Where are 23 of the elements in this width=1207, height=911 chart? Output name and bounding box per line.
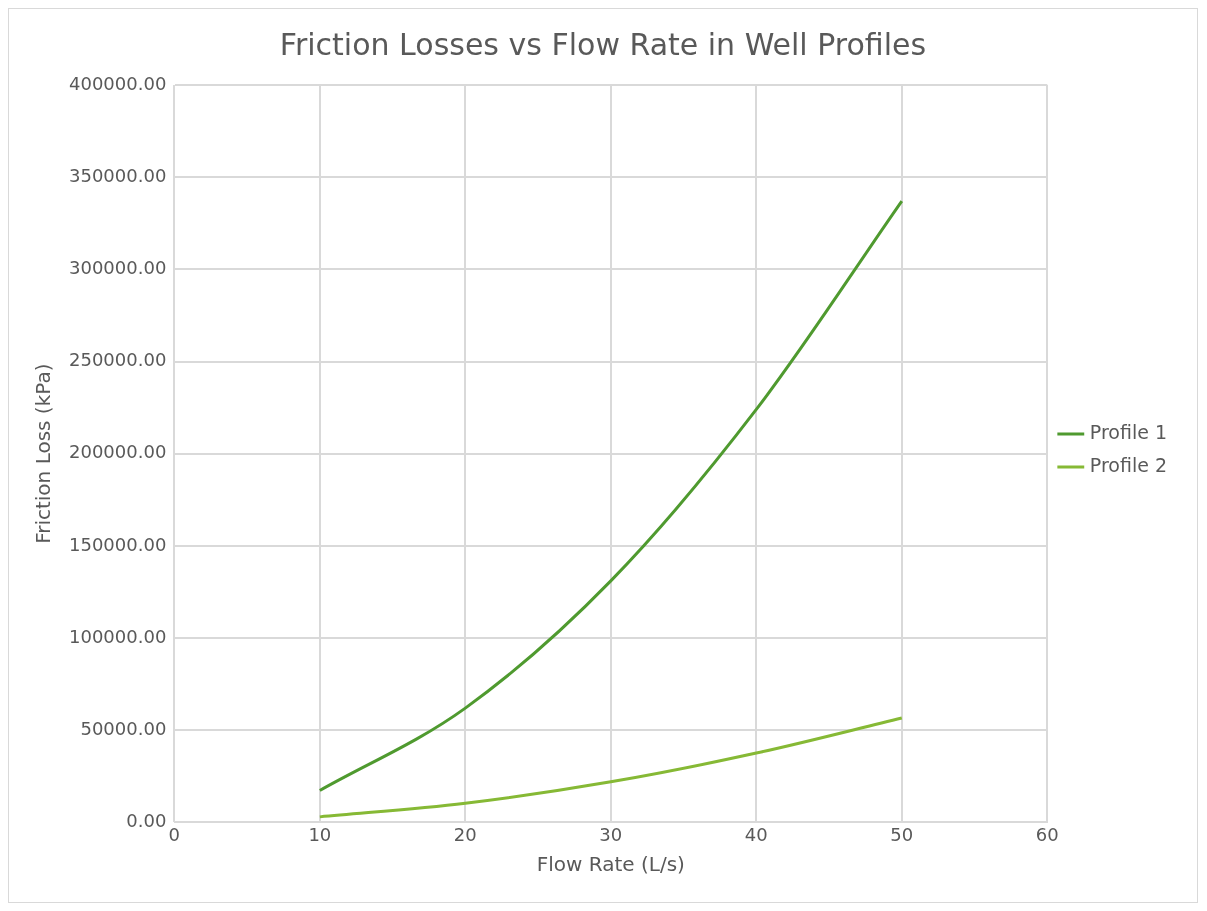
y-tick-label: 350000.00 — [69, 164, 167, 186]
y-axis-title: Friction Loss (kPa) — [31, 363, 56, 544]
legend-label: Profile 1 — [1089, 420, 1168, 443]
y-tick-label: 200000.00 — [69, 441, 167, 463]
legend-label: Profile 2 — [1089, 453, 1168, 476]
chart-title: Friction Losses vs Flow Rate in Well Profiles — [279, 26, 927, 62]
x-tick-label: 10 — [308, 823, 332, 845]
x-tick-label: 30 — [599, 823, 623, 845]
y-tick-label: 300000.00 — [69, 257, 167, 279]
x-axis-title: Flow Rate (L/s) — [536, 852, 685, 877]
y-tick-label: 0.00 — [126, 810, 167, 832]
y-tick-label: 100000.00 — [69, 625, 167, 647]
x-tick-label: 0 — [168, 823, 181, 845]
y-tick-label: 150000.00 — [69, 533, 167, 555]
x-tick-label: 20 — [453, 823, 477, 845]
x-tick-label: 50 — [890, 823, 914, 845]
y-tick-label: 50000.00 — [80, 717, 167, 739]
y-tick-label: 250000.00 — [69, 349, 167, 371]
x-tick-label: 60 — [1035, 823, 1059, 845]
x-tick-label: 40 — [744, 823, 768, 845]
y-tick-label: 400000.00 — [69, 72, 167, 94]
line-series — [318, 716, 904, 819]
line-series — [318, 199, 904, 793]
